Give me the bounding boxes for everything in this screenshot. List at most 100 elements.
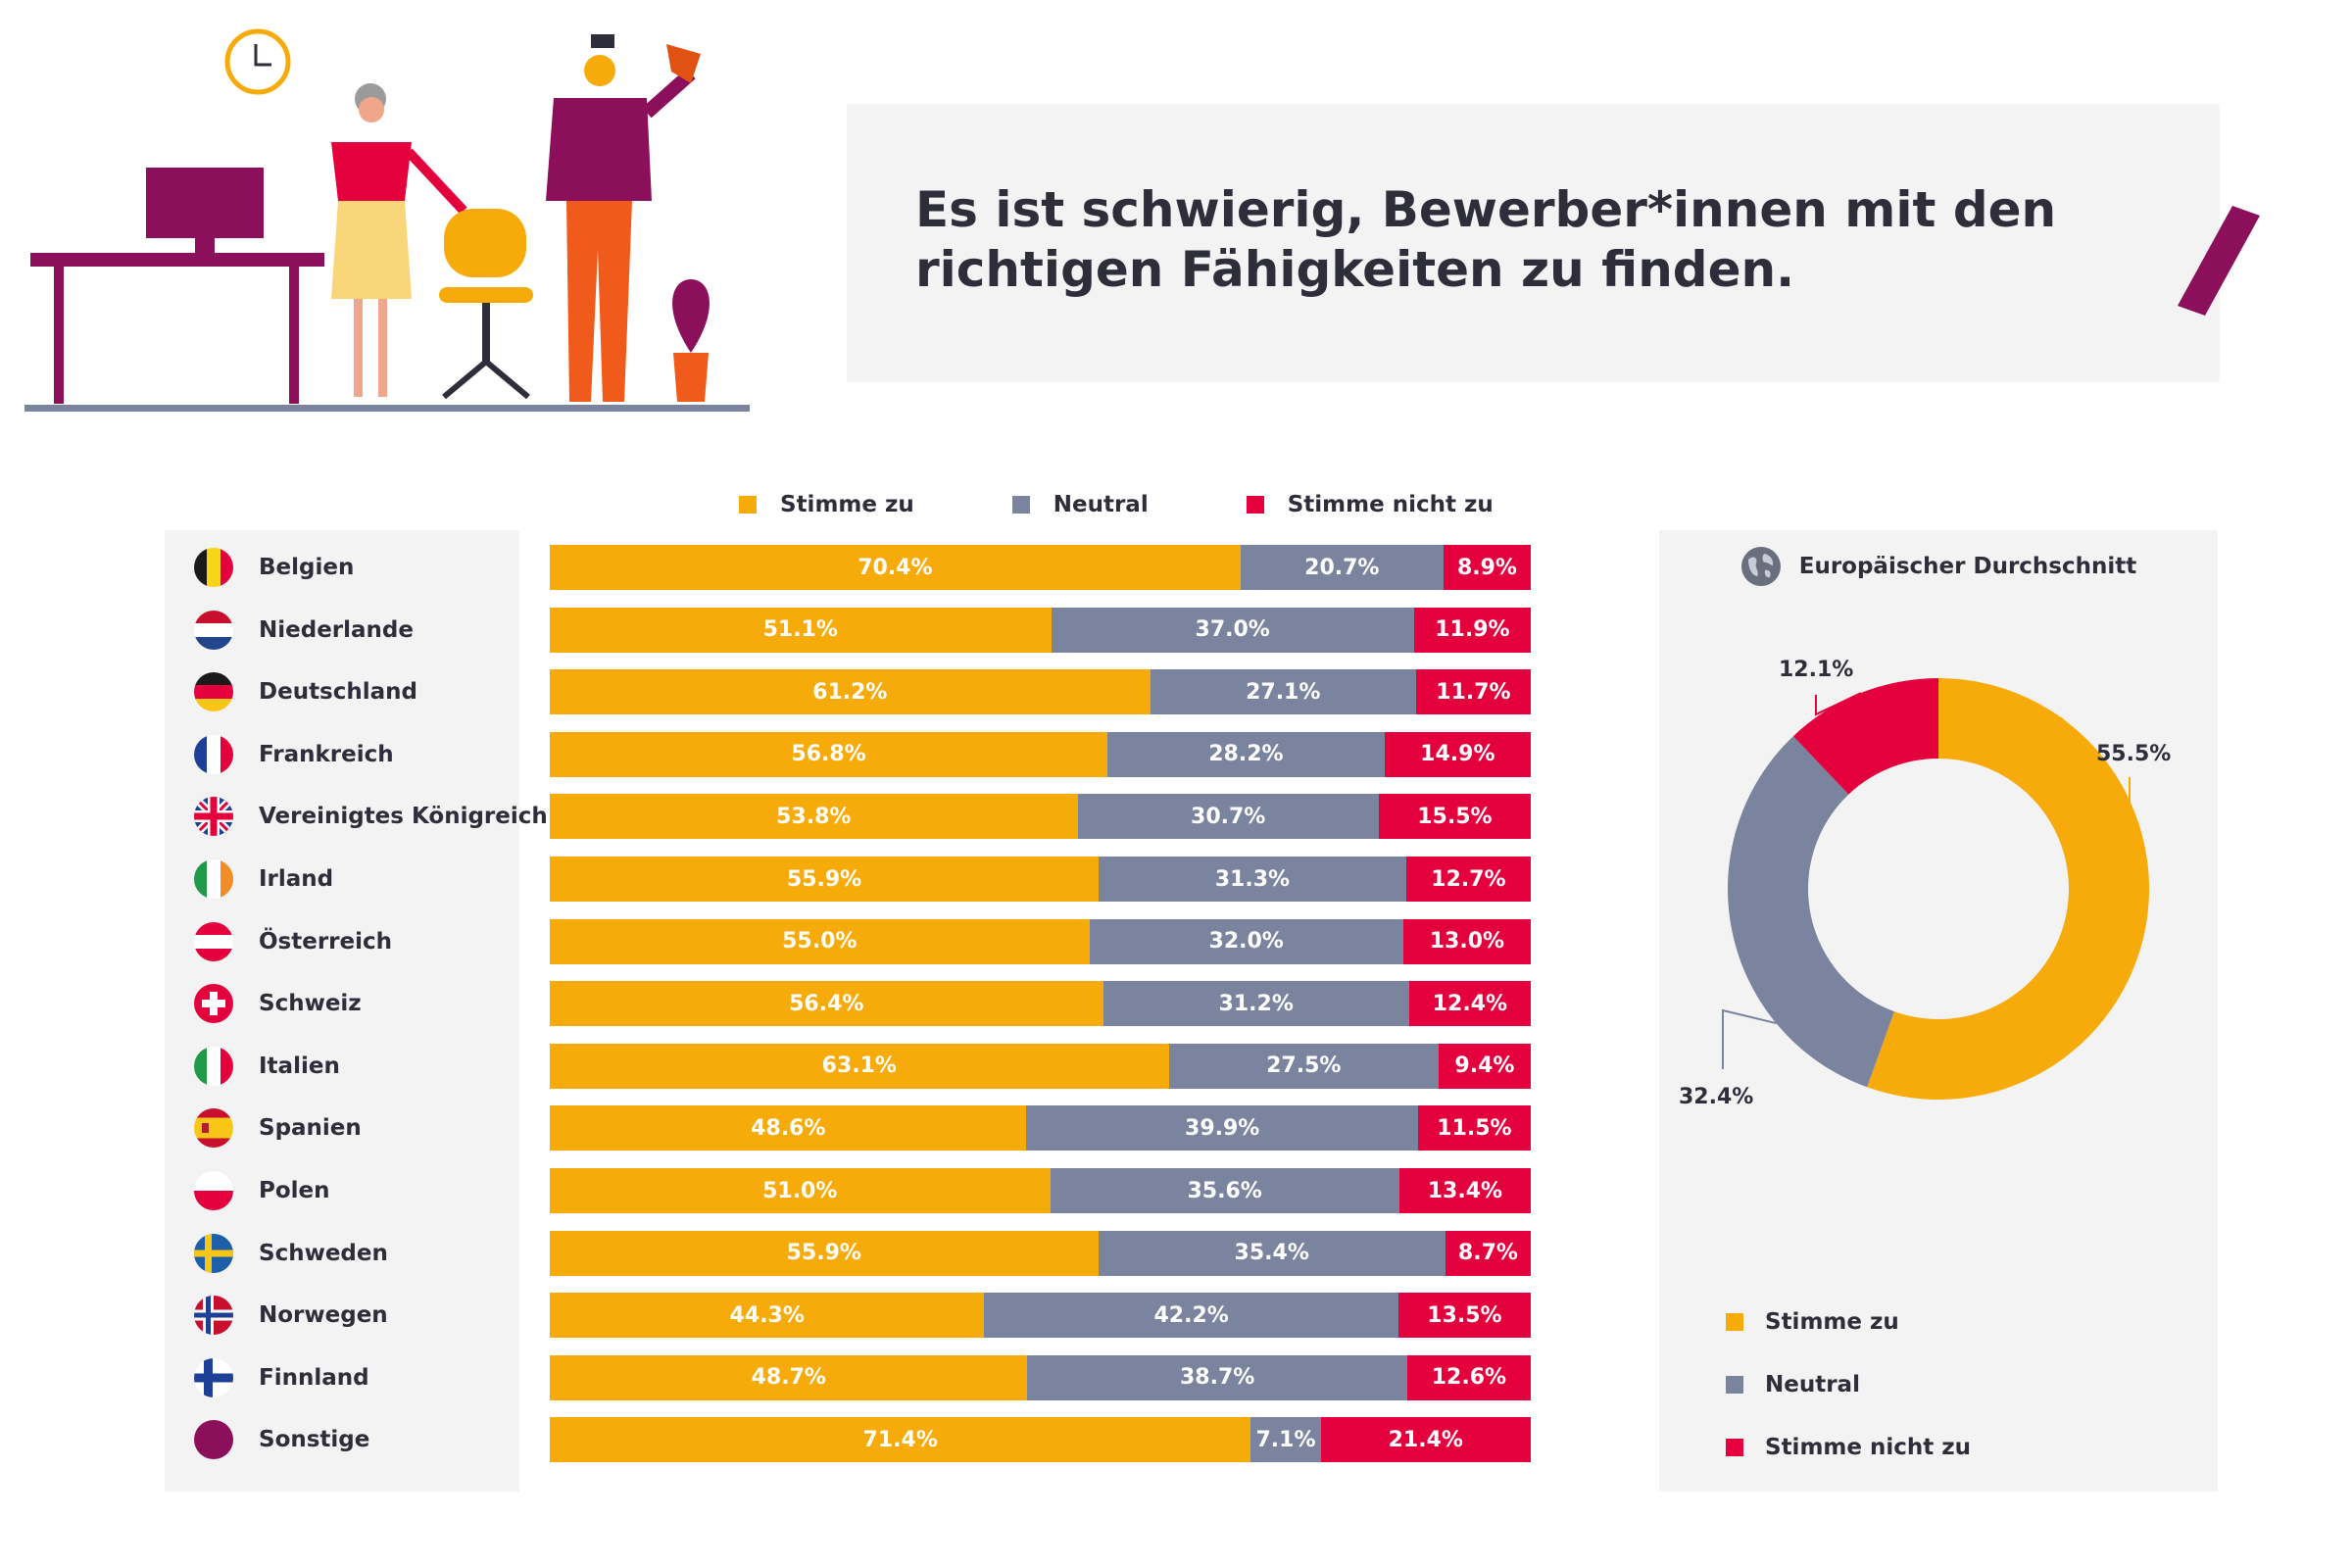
- country-row: Sonstige: [165, 1418, 519, 1461]
- bar-row: 61.2% 27.1% 11.7%: [550, 669, 1540, 715]
- country-name: Schweden: [259, 1240, 388, 1266]
- country-name: Finnland: [259, 1364, 369, 1391]
- country-row: Schweiz: [165, 982, 519, 1025]
- woman-figure: [331, 83, 467, 397]
- bar-segment-neutral: 37.0%: [1051, 607, 1414, 653]
- bar-segment-disagree: 12.4%: [1408, 981, 1531, 1027]
- legend-swatch-neutral: [1011, 496, 1030, 514]
- country-name: Norwegen: [259, 1302, 388, 1329]
- bar-segment-disagree: 13.5%: [1397, 1293, 1531, 1339]
- country-row: Schweden: [165, 1232, 519, 1275]
- country-name: Spanien: [259, 1115, 362, 1142]
- finland-flag-icon: [194, 1357, 233, 1397]
- country-row: Spanien: [165, 1106, 519, 1150]
- donut-title: Europäischer Durchschnitt: [1798, 554, 2137, 579]
- bar-row: 55.0% 32.0% 13.0%: [550, 918, 1540, 964]
- netherlands-flag-icon: [194, 610, 233, 650]
- bar-row: 70.4% 20.7% 8.9%: [550, 545, 1540, 590]
- legend-label-neutral: Neutral: [1053, 492, 1149, 517]
- legend-label-disagree: Stimme nicht zu: [1287, 492, 1494, 517]
- bar-segment-neutral: 28.2%: [1107, 731, 1385, 777]
- bar-segment-neutral: 39.9%: [1026, 1105, 1418, 1152]
- bar-segment-agree: 56.4%: [550, 981, 1103, 1027]
- stacked-bar-chart: 70.4% 20.7% 8.9% 51.1% 37.0% 11.9% 61.2% 27.1% 1…: [550, 0, 1540, 1568]
- bar-row: 51.1% 37.0% 11.9%: [550, 607, 1540, 653]
- country-name: Deutschland: [259, 679, 417, 706]
- bar-row: 56.8% 28.2% 14.9%: [550, 731, 1540, 777]
- donut-leader-line-disagree: [1815, 692, 1862, 716]
- bar-segment-agree: 51.0%: [550, 1168, 1051, 1213]
- country-name: Belgien: [259, 555, 355, 580]
- country-name: Niederlande: [259, 616, 414, 643]
- bar-segment-disagree: 12.6%: [1406, 1354, 1531, 1400]
- donut-value-label-agree: 55.5%: [2096, 742, 2171, 766]
- bar-segment-disagree: 14.9%: [1384, 731, 1531, 777]
- bar-row: 48.7% 38.7% 12.6%: [550, 1354, 1540, 1400]
- donut-legend-swatch-neutral: [1726, 1376, 1743, 1394]
- bar-segment-agree: 53.8%: [550, 794, 1078, 840]
- country-row: Italien: [165, 1045, 519, 1088]
- bar-chart-legend: Stimme zu Neutral Stimme nicht zu: [739, 487, 1494, 522]
- country-row: Niederlande: [165, 609, 519, 652]
- bar-segment-agree: 48.6%: [550, 1105, 1027, 1152]
- bar-segment-agree: 63.1%: [550, 1043, 1169, 1089]
- germany-flag-icon: [194, 672, 233, 712]
- donut-legend: Stimme zu Neutral Stimme nicht zu: [1726, 1291, 1971, 1479]
- bar-segment-disagree: 9.4%: [1438, 1043, 1531, 1089]
- bar-segment-agree: 55.9%: [550, 1230, 1099, 1276]
- bar-segment-neutral: 31.2%: [1102, 981, 1409, 1027]
- donut-value-label-disagree: 12.1%: [1779, 658, 1853, 682]
- country-name: Schweiz: [259, 991, 362, 1017]
- belgium-flag-icon: [194, 548, 233, 587]
- legend-item-neutral: Neutral: [1011, 492, 1149, 517]
- bar-segment-neutral: 31.3%: [1099, 857, 1406, 902]
- bar-row: 71.4% 7.1% 21.4%: [550, 1417, 1540, 1463]
- bar-segment-disagree: 11.7%: [1415, 669, 1531, 715]
- chair: [439, 209, 533, 400]
- uk-flag-icon: [194, 797, 233, 837]
- clock-icon: [224, 28, 291, 95]
- donut-slice-disagree: [1792, 678, 1938, 795]
- bar-row: 63.1% 27.5% 9.4%: [550, 1043, 1540, 1089]
- bar-segment-disagree: 11.5%: [1417, 1105, 1531, 1152]
- bar-segment-neutral: 27.1%: [1150, 669, 1416, 715]
- other-circle-icon: [194, 1420, 233, 1460]
- bar-segment-neutral: 38.7%: [1027, 1354, 1407, 1400]
- bar-row: 44.3% 42.2% 13.5%: [550, 1293, 1540, 1339]
- bar-segment-agree: 48.7%: [550, 1354, 1028, 1400]
- country-name: Sonstige: [259, 1427, 370, 1453]
- title-box: Es ist schwierig, Bewerber*innen mit den…: [847, 104, 2220, 382]
- country-name: Irland: [259, 866, 334, 892]
- bar-segment-agree: 56.8%: [550, 731, 1108, 777]
- bar-segment-neutral: 30.7%: [1077, 794, 1379, 840]
- country-name: Polen: [259, 1178, 330, 1203]
- italy-flag-icon: [194, 1046, 233, 1086]
- donut-legend-item-disagree: Stimme nicht zu: [1726, 1416, 1971, 1479]
- donut-legend-swatch-disagree: [1726, 1439, 1743, 1456]
- legend-item-agree: Stimme zu: [739, 492, 914, 517]
- page-title: Es ist schwierig, Bewerber*innen mit den…: [915, 181, 2057, 298]
- plant-icon: [672, 279, 710, 402]
- bar-segment-disagree: 8.9%: [1443, 545, 1531, 590]
- austria-flag-icon: [194, 921, 233, 961]
- man-figure: [546, 34, 701, 402]
- desk: [30, 253, 324, 404]
- donut-title-row: Europäischer Durchschnitt: [1659, 544, 2218, 589]
- bar-segment-disagree: 13.4%: [1398, 1168, 1531, 1213]
- country-list-panel: Belgien Niederlande Deutschland Frankreich V…: [165, 530, 548, 1492]
- bar-segment-neutral: 35.6%: [1050, 1168, 1399, 1213]
- bar-row: 55.9% 31.3% 12.7%: [550, 857, 1540, 902]
- bar-segment-agree: 44.3%: [550, 1293, 985, 1339]
- country-name: Italien: [259, 1053, 340, 1079]
- donut-leader-line-agree: [2060, 716, 2131, 818]
- country-row: Polen: [165, 1169, 519, 1212]
- bar-segment-agree: 55.9%: [550, 857, 1100, 902]
- donut-legend-item-agree: Stimme zu: [1726, 1291, 1971, 1353]
- france-flag-icon: [194, 734, 233, 774]
- office-illustration: [24, 28, 750, 412]
- european-average-panel: Europäischer Durchschnitt 55.5% 32.4% 12.1…: [1659, 530, 2218, 1492]
- bar-segment-neutral: 32.0%: [1089, 918, 1403, 964]
- bar-segment-agree: 70.4%: [550, 545, 1241, 590]
- bar-segment-agree: 55.0%: [550, 918, 1090, 964]
- bar-segment-disagree: 13.0%: [1402, 918, 1531, 964]
